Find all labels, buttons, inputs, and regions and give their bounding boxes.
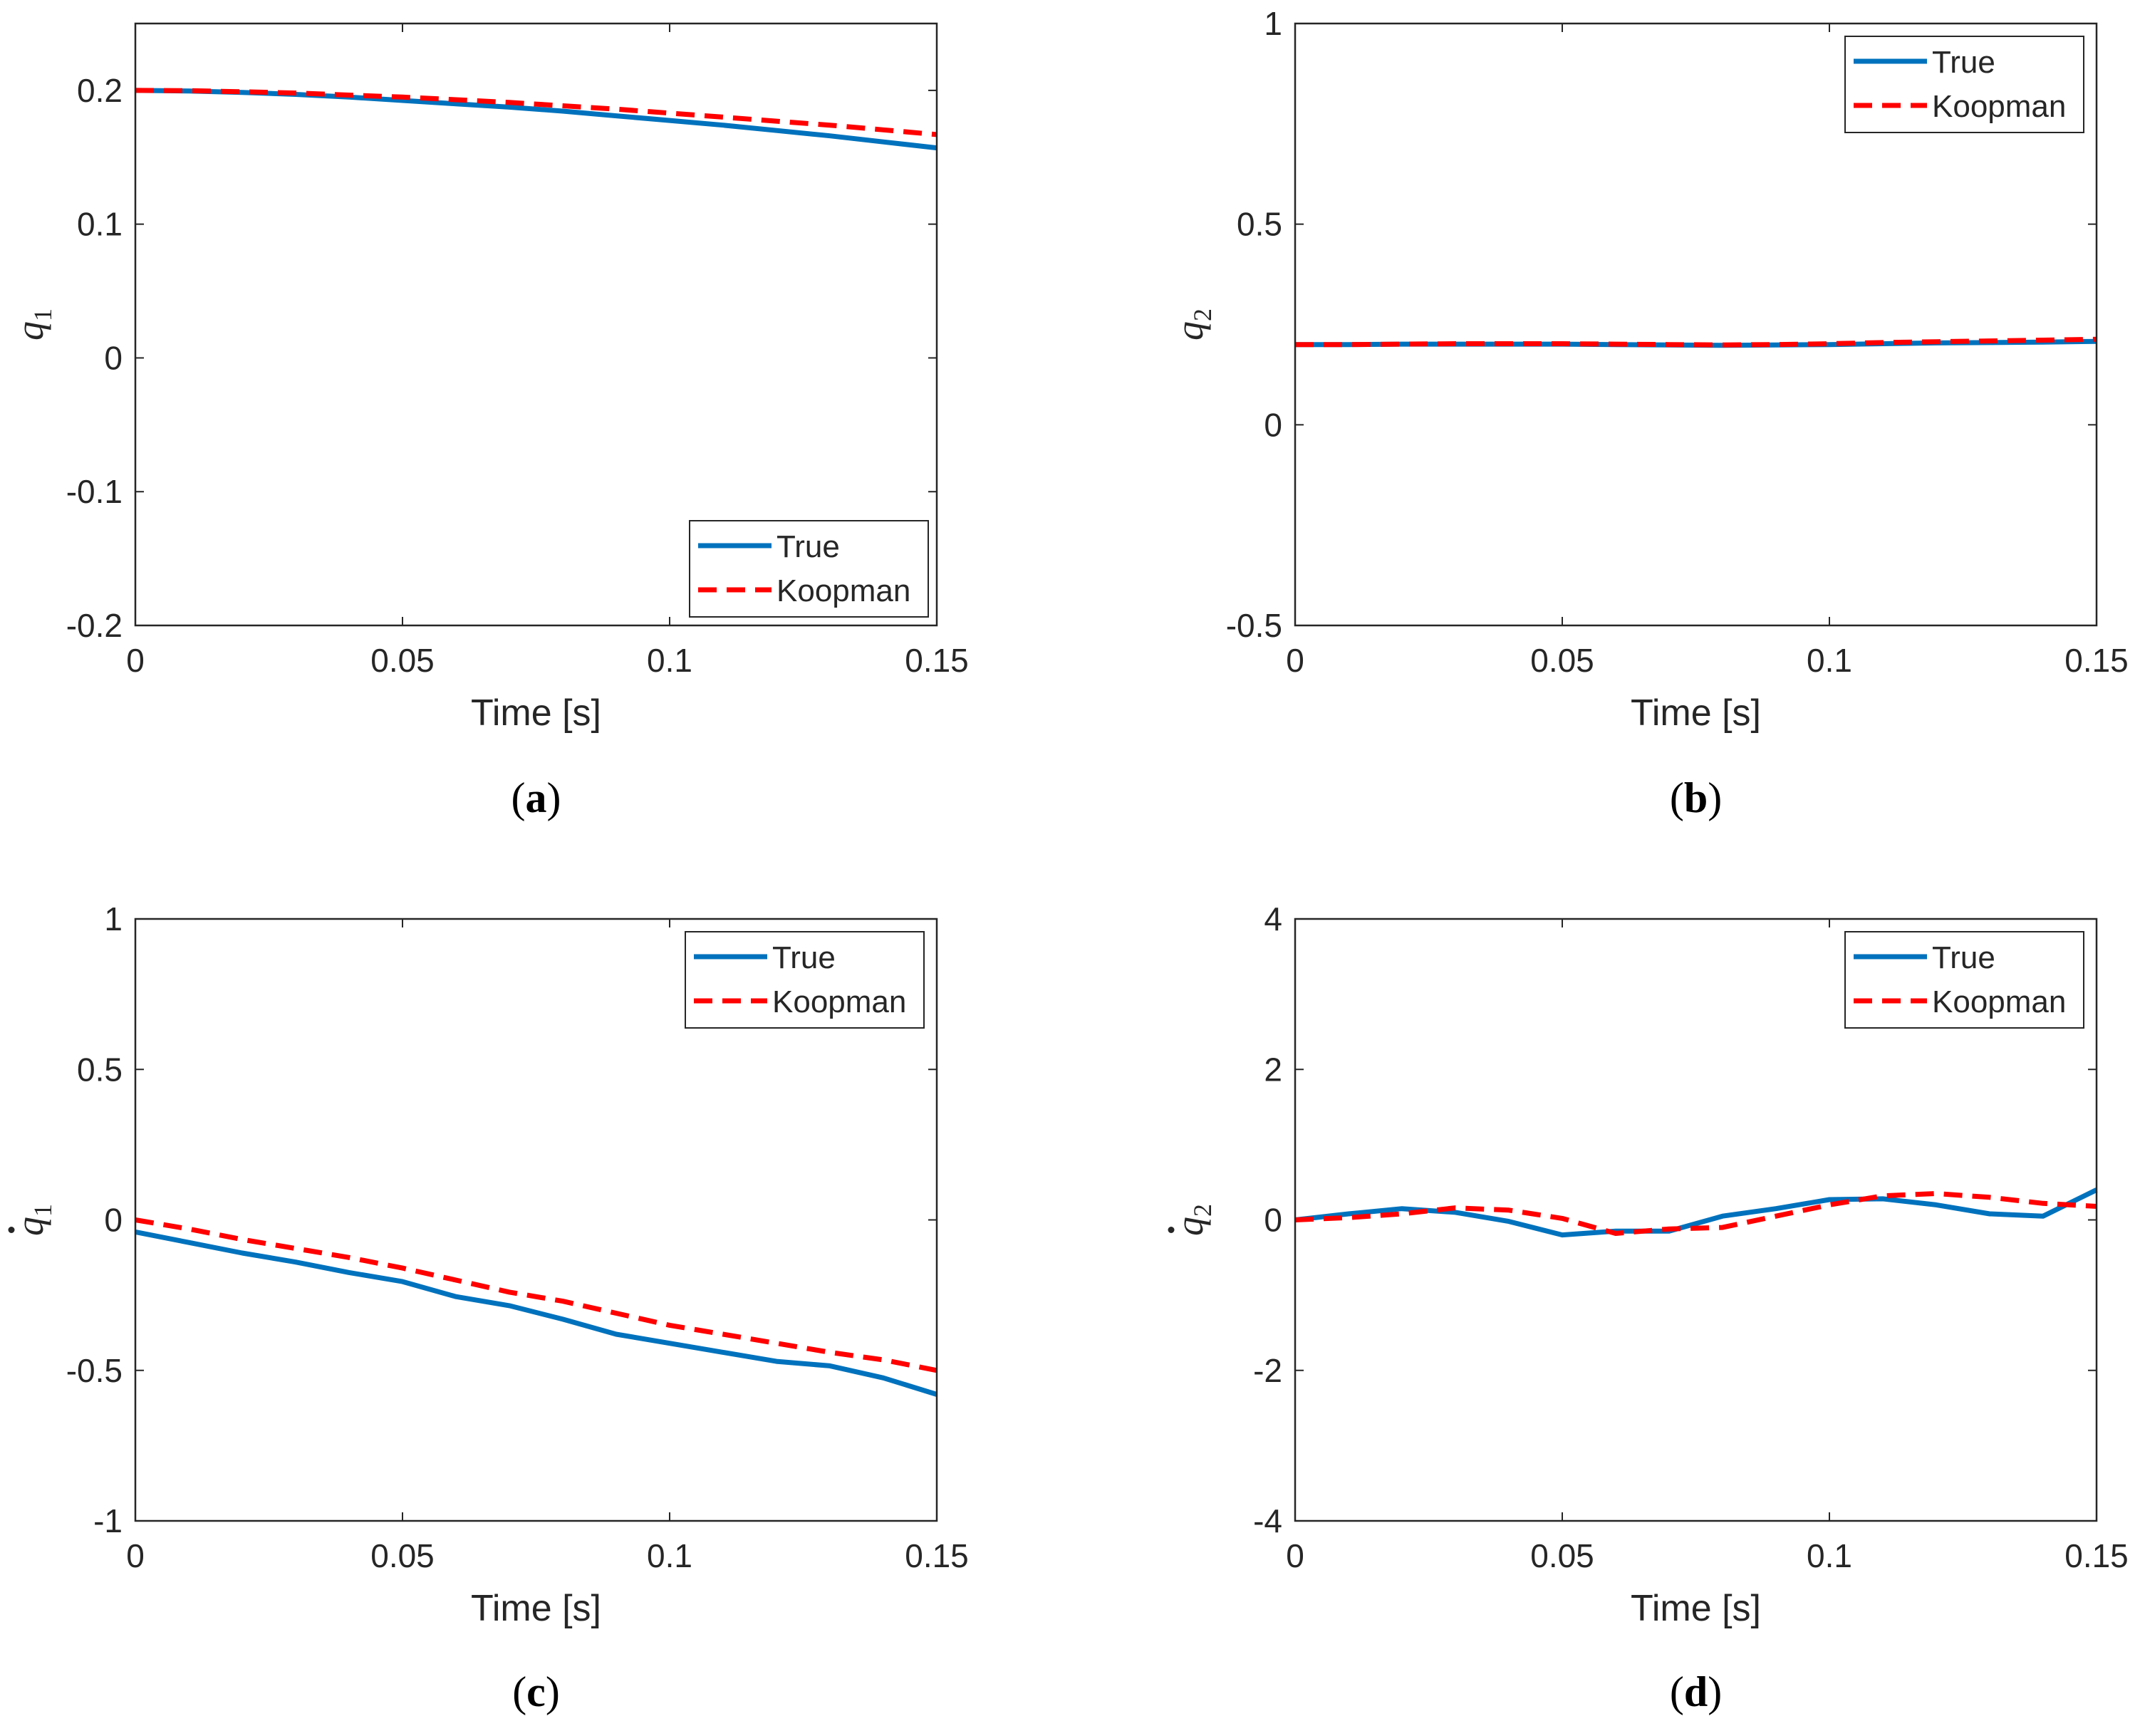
legend-label: Koopman [772,984,906,1019]
legend-label: True [1932,940,1995,975]
legend: True Koopman [689,520,929,618]
legend-box [1844,36,2084,133]
y-axis-symbol: q [9,321,51,341]
y-tick-label: 0 [104,1202,123,1239]
y-axis-label: q1 [8,1204,57,1236]
axes-box [134,918,938,1522]
panel-tag: (d) [1670,1668,1722,1715]
series-line-koopman [135,88,937,137]
x-tick-label: 0.1 [1807,1537,1852,1574]
series-line-true [135,88,937,151]
legend: True Koopman [685,931,925,1029]
y-axis-label: q1 [9,308,57,341]
svg-text:q2: q2 [1168,1204,1217,1236]
x-axis-label: Time [s] [1631,692,1761,734]
y-tick-label: 1 [1264,5,1282,42]
y-tick-label: -4 [1253,1502,1282,1539]
y-axis-subscript: 2 [1188,308,1217,321]
x-tick-label: 0.1 [647,1537,692,1574]
y-axis-subscript: 2 [1188,1204,1217,1217]
x-tick-label: 0.05 [1530,642,1594,679]
y-tick-label: 2 [1264,1051,1282,1088]
legend-box [685,931,925,1029]
x-axis-label: Time [s] [471,1588,601,1629]
legend: True Koopman [1844,36,2084,133]
legend-box [689,520,929,618]
axes-box [1294,22,2098,627]
legend: True Koopman [1844,931,2084,1029]
x-tick-label: 0 [1286,1537,1304,1574]
x-axis-label: Time [s] [471,692,601,734]
y-tick-label: -1 [93,1502,123,1539]
x-tick-label: 0.1 [647,642,692,679]
legend-box [1844,931,2084,1029]
axes-box [134,22,938,627]
chart-panel-a: 0 0.05 0.1 0.15 -0.2 -0.1 0 0.1 0.2 Time [s] q1 Tru… [9,22,969,821]
y-axis-subscript: 1 [28,1204,57,1217]
derivative-dot [1168,1227,1175,1233]
y-tick-label: 0.1 [77,206,123,243]
legend-label: Koopman [1932,984,2066,1019]
y-axis-label: q2 [1168,308,1217,341]
y-tick-label: -0.5 [1226,607,1282,644]
panel-letter: c [526,1668,546,1715]
panel-tag: (c) [512,1668,560,1715]
y-tick-label: 0.5 [77,1051,123,1088]
series-line-true [135,1229,938,1397]
series-line-koopman [1294,1191,2097,1236]
legend-label: True [1932,45,1995,80]
x-tick-label: 0.05 [1530,1537,1594,1574]
series-line-koopman [135,1217,937,1373]
y-tick-label: 0.2 [77,72,123,109]
y-tick-label: 1 [104,900,123,937]
x-tick-label: 0 [1286,642,1304,679]
svg-text:q1: q1 [9,1204,57,1236]
legend-label: True [776,529,840,564]
y-tick-label: -0.2 [66,607,123,644]
y-tick-label: 0 [1264,406,1282,443]
x-axis-label: Time [s] [1631,1588,1761,1629]
y-axis-label: q2 [1168,1204,1217,1236]
series-line-koopman [1295,336,2097,348]
y-axis-symbol: q [9,1217,51,1236]
y-tick-label: -0.5 [66,1352,123,1389]
y-tick-label: -0.1 [66,473,123,510]
derivative-dot [8,1227,15,1233]
panel-letter: d [1684,1668,1708,1715]
y-axis-subscript: 1 [28,308,57,321]
y-tick-label: 0 [104,339,123,376]
svg-text:q1: q1 [9,308,57,341]
y-tick-label: -2 [1253,1352,1282,1389]
x-tick-label: 0 [126,642,145,679]
x-tick-label: 0.15 [2064,1537,2129,1574]
x-tick-label: 0.1 [1807,642,1852,679]
x-tick-label: 0.15 [2064,642,2129,679]
legend-label: True [772,940,836,975]
x-tick-label: 0.15 [905,1537,969,1574]
x-tick-label: 0.15 [905,642,969,679]
x-tick-label: 0.05 [370,642,435,679]
y-tick-label: 4 [1264,900,1282,937]
y-tick-label: 0 [1264,1202,1282,1239]
legend-label: Koopman [1932,89,2066,124]
panel-letter: b [1684,774,1708,821]
panel-tag: (b) [1670,774,1722,821]
legend-label: Koopman [776,573,910,608]
x-tick-label: 0 [126,1537,145,1574]
svg-text:q2: q2 [1168,308,1217,341]
axes-box [1294,918,2098,1522]
x-tick-label: 0.05 [370,1537,435,1574]
panel-letter: a [526,774,547,821]
y-axis-symbol: q [1168,321,1211,341]
y-axis-symbol: q [1168,1217,1211,1236]
series-line-true [1294,1187,2098,1238]
y-tick-label: 0.5 [1237,206,1282,243]
panel-tag: (a) [511,774,561,821]
